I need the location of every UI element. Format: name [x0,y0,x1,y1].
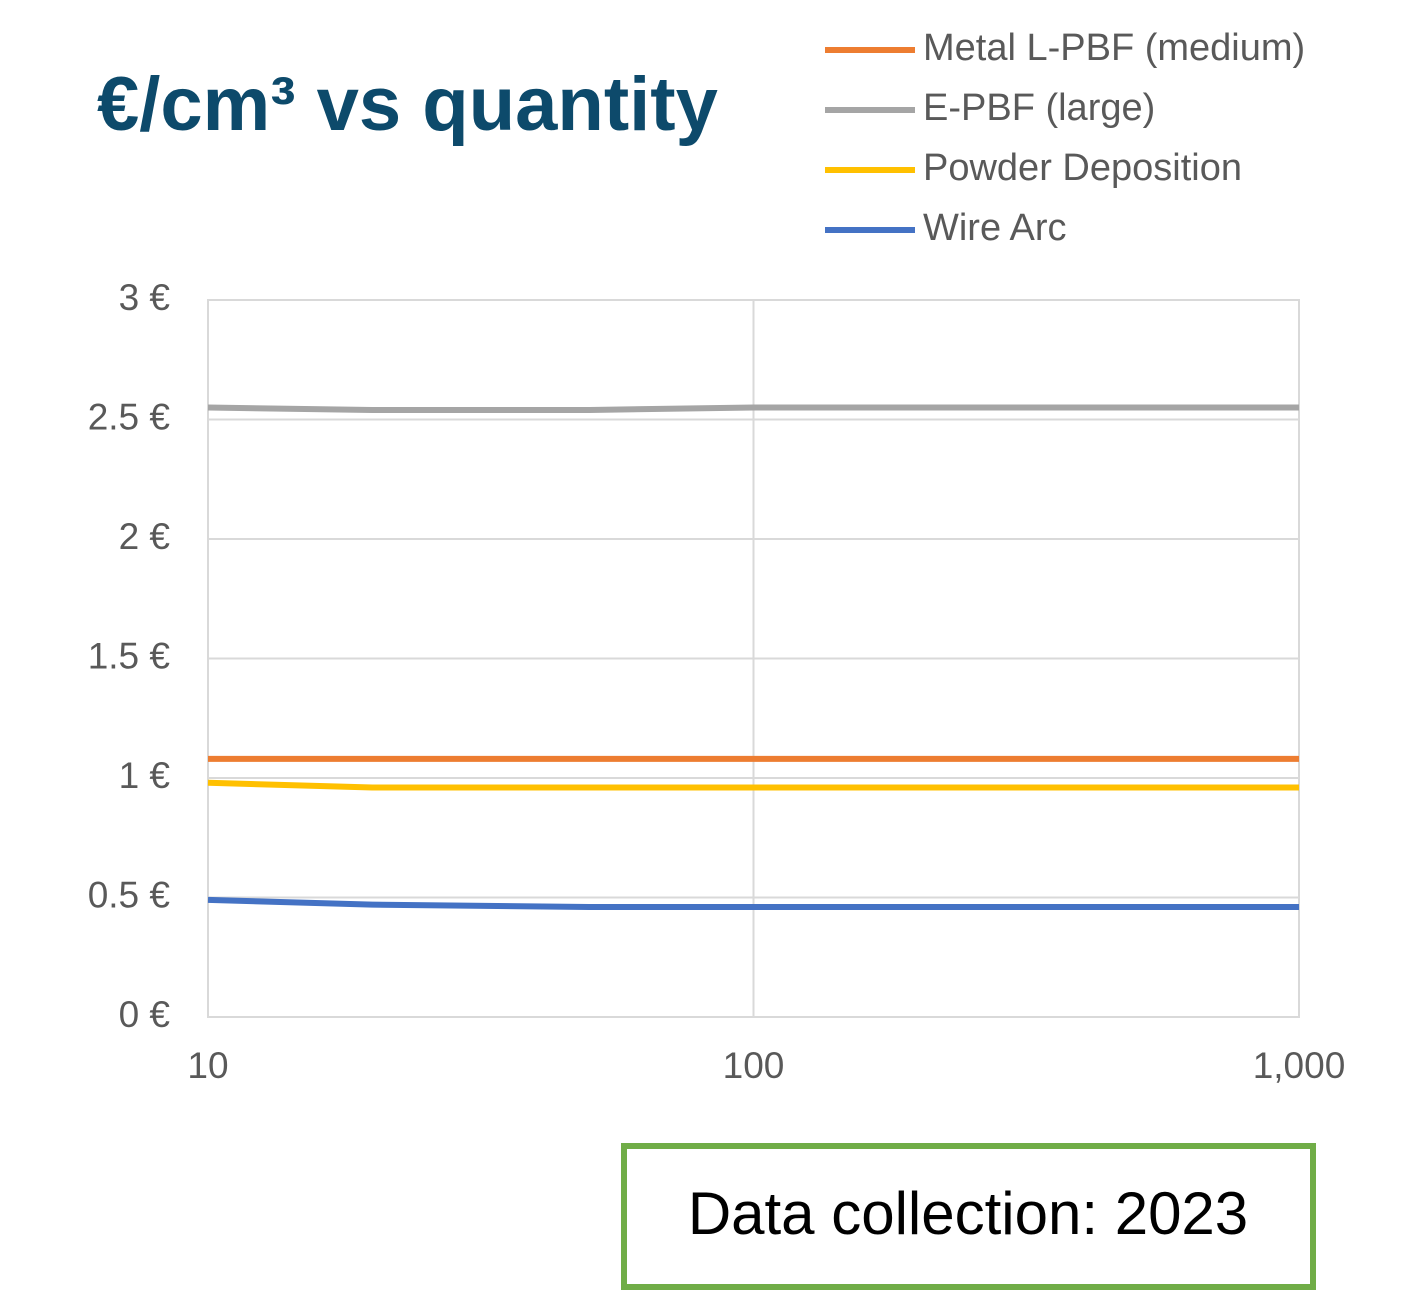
y-tick-label: 2.5 € [88,396,171,437]
x-tick-label: 1,000 [1253,1045,1346,1086]
legend-label: Wire Arc [923,207,1067,249]
annotation-box [621,1143,1316,1290]
series-line [207,896,1299,911]
y-tick-label: 2 € [119,516,171,557]
y-tick-label: 1 € [119,755,171,796]
y-tick-label: 0.5 € [88,874,171,915]
y-tick-label: 1.5 € [88,635,171,676]
series-line [207,404,1299,413]
series-line [207,779,1299,791]
chart-title: €/cm³ vs quantity [97,62,718,147]
y-tick-label: 3 € [119,277,171,318]
legend-label: Powder Deposition [923,147,1242,189]
x-tick-label: 10 [187,1045,228,1086]
y-tick-label: 0 € [119,994,171,1035]
x-tick-label: 100 [723,1045,785,1086]
legend-label: E-PBF (large) [923,87,1155,129]
legend-label: Metal L-PBF (medium) [923,27,1305,69]
annotation: Data collection: 2023 [688,1180,1248,1247]
plot-frame [207,299,1300,1018]
